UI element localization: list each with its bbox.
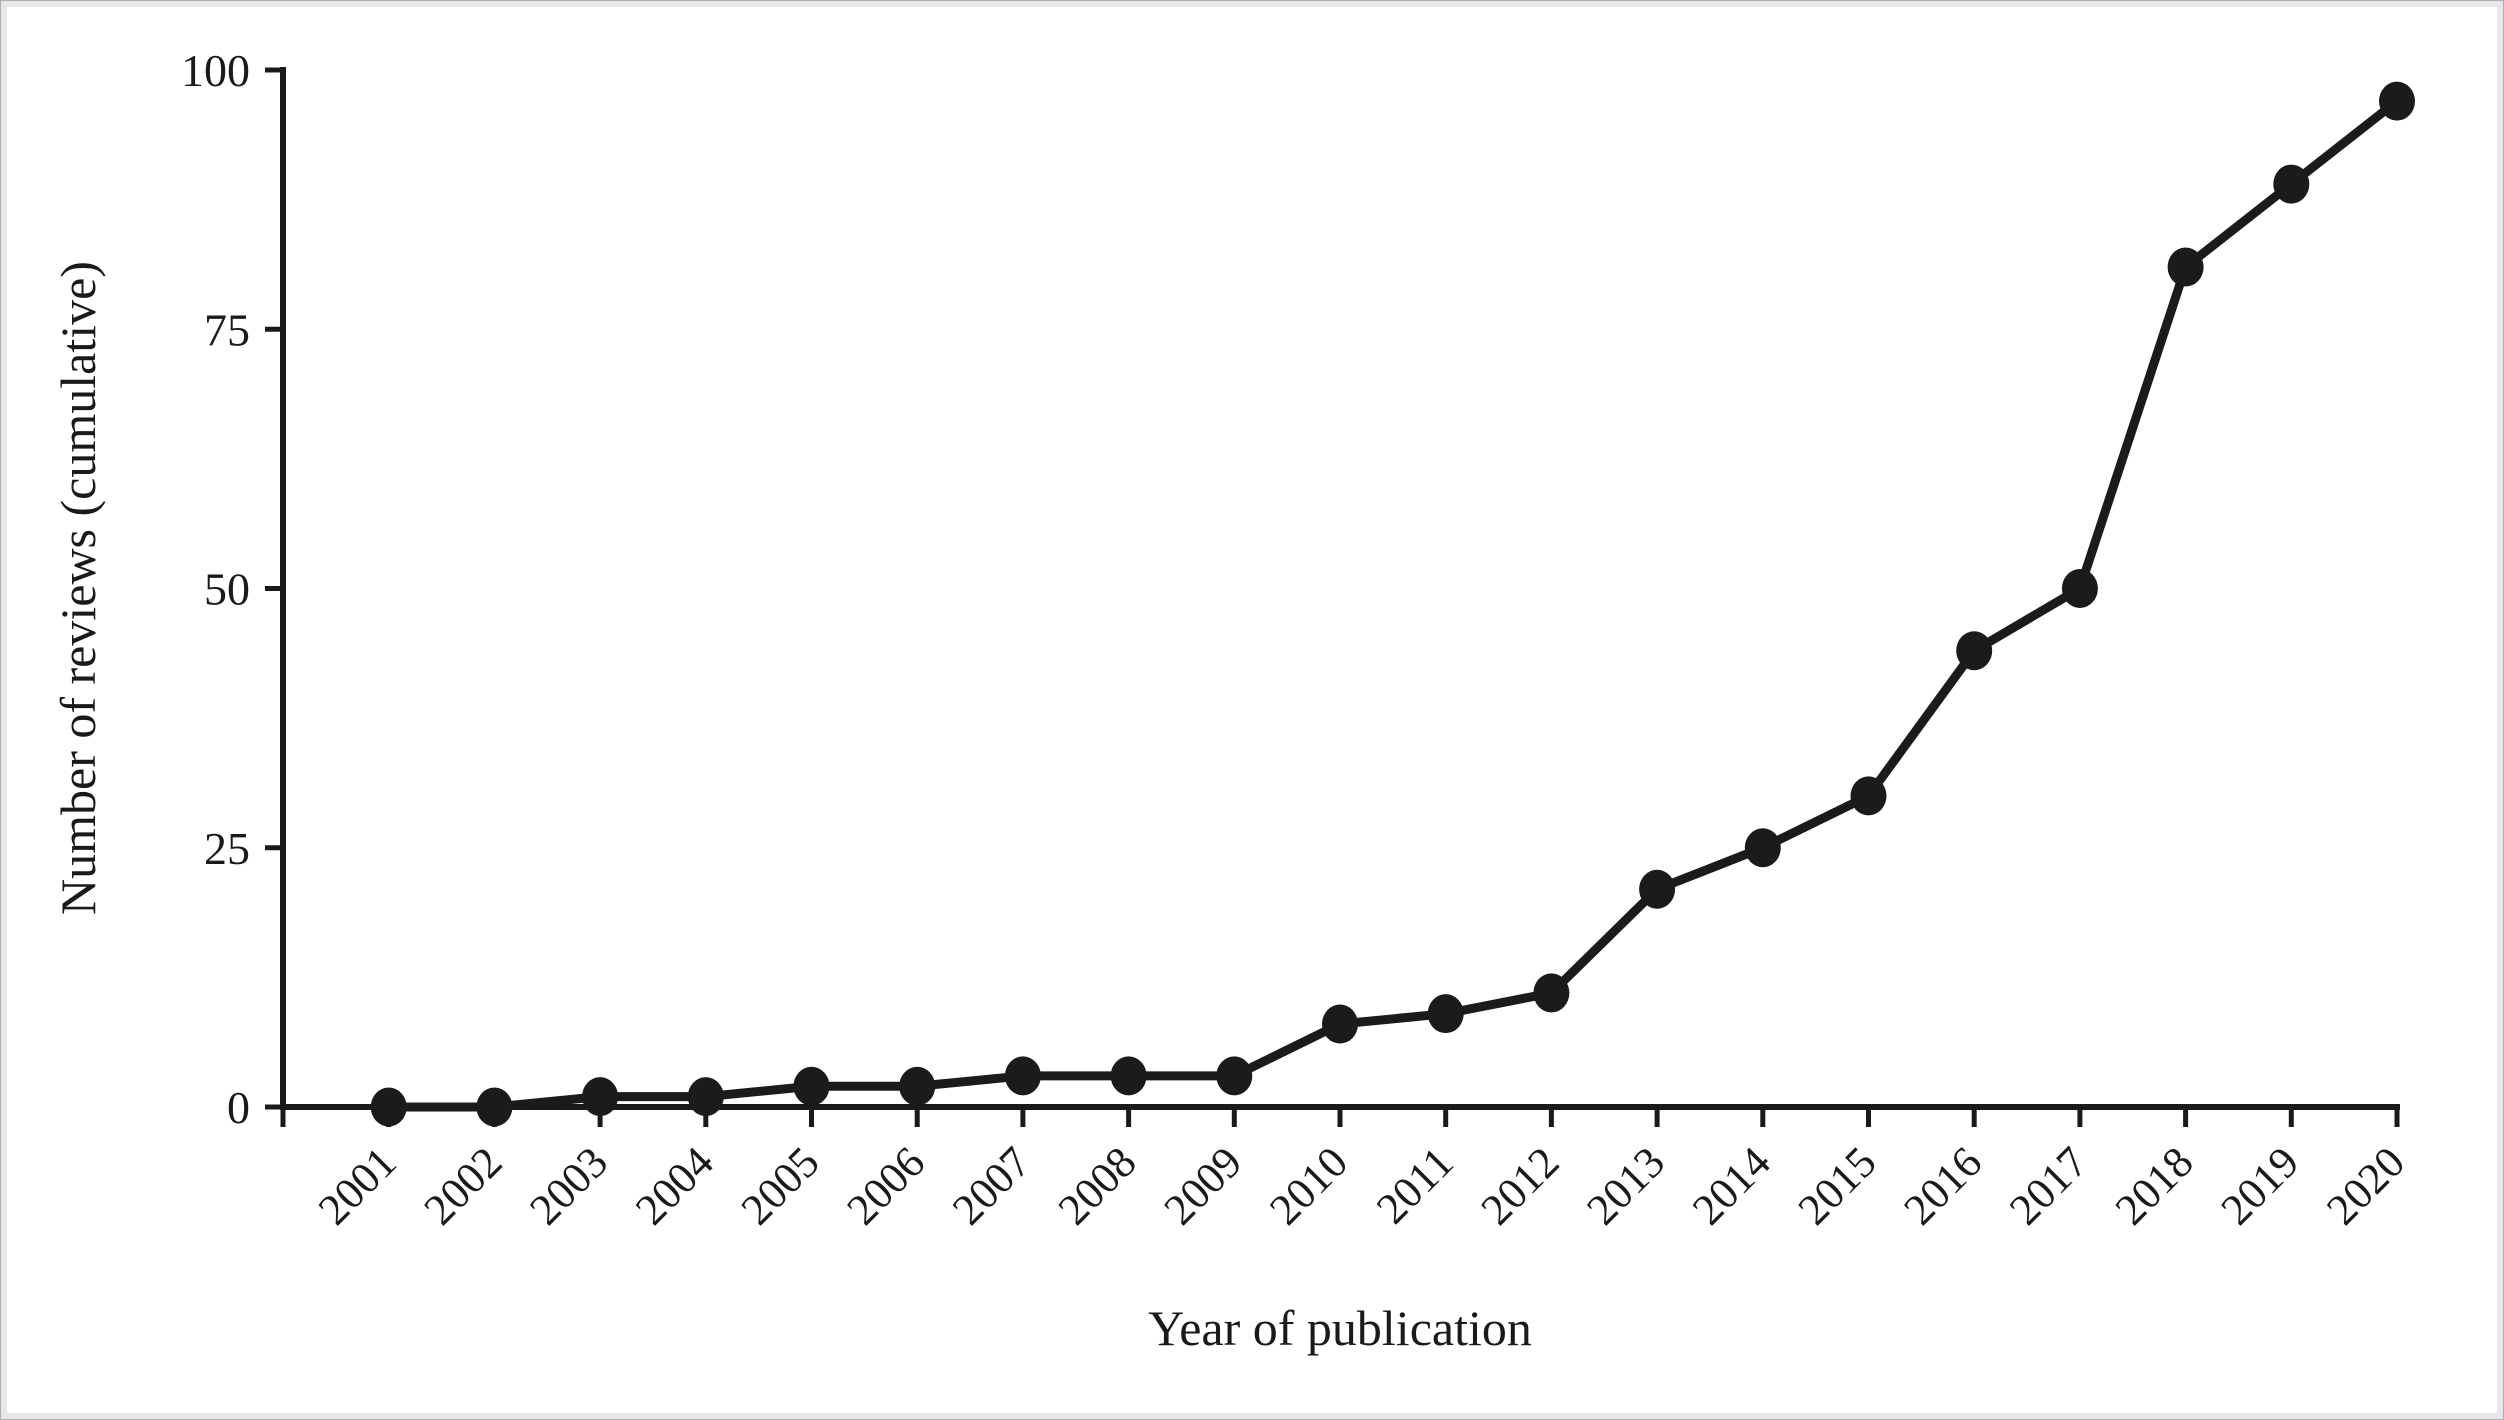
data-point xyxy=(1004,1056,1041,1096)
x-tick-label: 2014 xyxy=(1683,1137,1780,1234)
x-tick-label: 2003 xyxy=(520,1137,617,1234)
x-tick-label: 2020 xyxy=(2317,1137,2414,1234)
x-tick-label: 2017 xyxy=(2000,1137,2097,1234)
data-point xyxy=(2061,569,2098,608)
x-tick-label: 2002 xyxy=(415,1137,512,1234)
series-line xyxy=(384,96,2402,1112)
x-tick-label: 2015 xyxy=(1789,1137,1886,1234)
x-tick-label: 2008 xyxy=(1049,1137,1146,1234)
y-tick-label: 25 xyxy=(204,823,250,874)
x-tick-label: 2016 xyxy=(1894,1137,1991,1234)
plot-background xyxy=(7,7,2497,1413)
y-tick-label: 75 xyxy=(204,304,250,355)
x-axis-title: Year of publication xyxy=(1148,1300,1532,1356)
data-point xyxy=(2167,247,2204,287)
data-point xyxy=(1850,776,1887,816)
data-point xyxy=(1427,994,1464,1034)
x-tick-label: 2006 xyxy=(837,1137,934,1234)
data-point xyxy=(1216,1056,1253,1096)
x-tick-label: 2009 xyxy=(1154,1137,1251,1234)
x-tick-label: 2018 xyxy=(2106,1137,2203,1234)
data-point xyxy=(793,1066,830,1106)
data-point xyxy=(2273,164,2310,204)
x-tick-label: 2001 xyxy=(309,1137,406,1234)
data-point xyxy=(1956,631,1993,671)
y-tick-label: 0 xyxy=(227,1082,250,1133)
data-point xyxy=(2379,81,2415,121)
x-tick-label: 2005 xyxy=(732,1137,829,1234)
x-tick-label: 2010 xyxy=(1260,1137,1357,1234)
data-point xyxy=(370,1087,407,1127)
data-point xyxy=(1533,973,1570,1013)
data-point xyxy=(899,1066,936,1106)
y-axis-title: Number of reviews (cumulative) xyxy=(50,261,106,915)
x-tick-label: 2011 xyxy=(1367,1137,1463,1233)
y-tick-label: 100 xyxy=(181,45,250,96)
data-point xyxy=(687,1077,724,1117)
x-tick-label: 2012 xyxy=(1472,1137,1569,1234)
data-point xyxy=(582,1077,619,1117)
x-tick-label: 2019 xyxy=(2211,1137,2308,1234)
data-point xyxy=(1322,1004,1358,1044)
data-point xyxy=(1744,828,1781,868)
x-tick-label: 2007 xyxy=(943,1137,1040,1234)
data-point xyxy=(476,1087,513,1127)
x-tick-label: 2013 xyxy=(1577,1137,1674,1234)
data-point xyxy=(1110,1056,1147,1096)
x-tick-label: 2004 xyxy=(626,1137,723,1234)
data-point xyxy=(1639,869,1676,909)
y-tick-label: 50 xyxy=(204,564,250,615)
